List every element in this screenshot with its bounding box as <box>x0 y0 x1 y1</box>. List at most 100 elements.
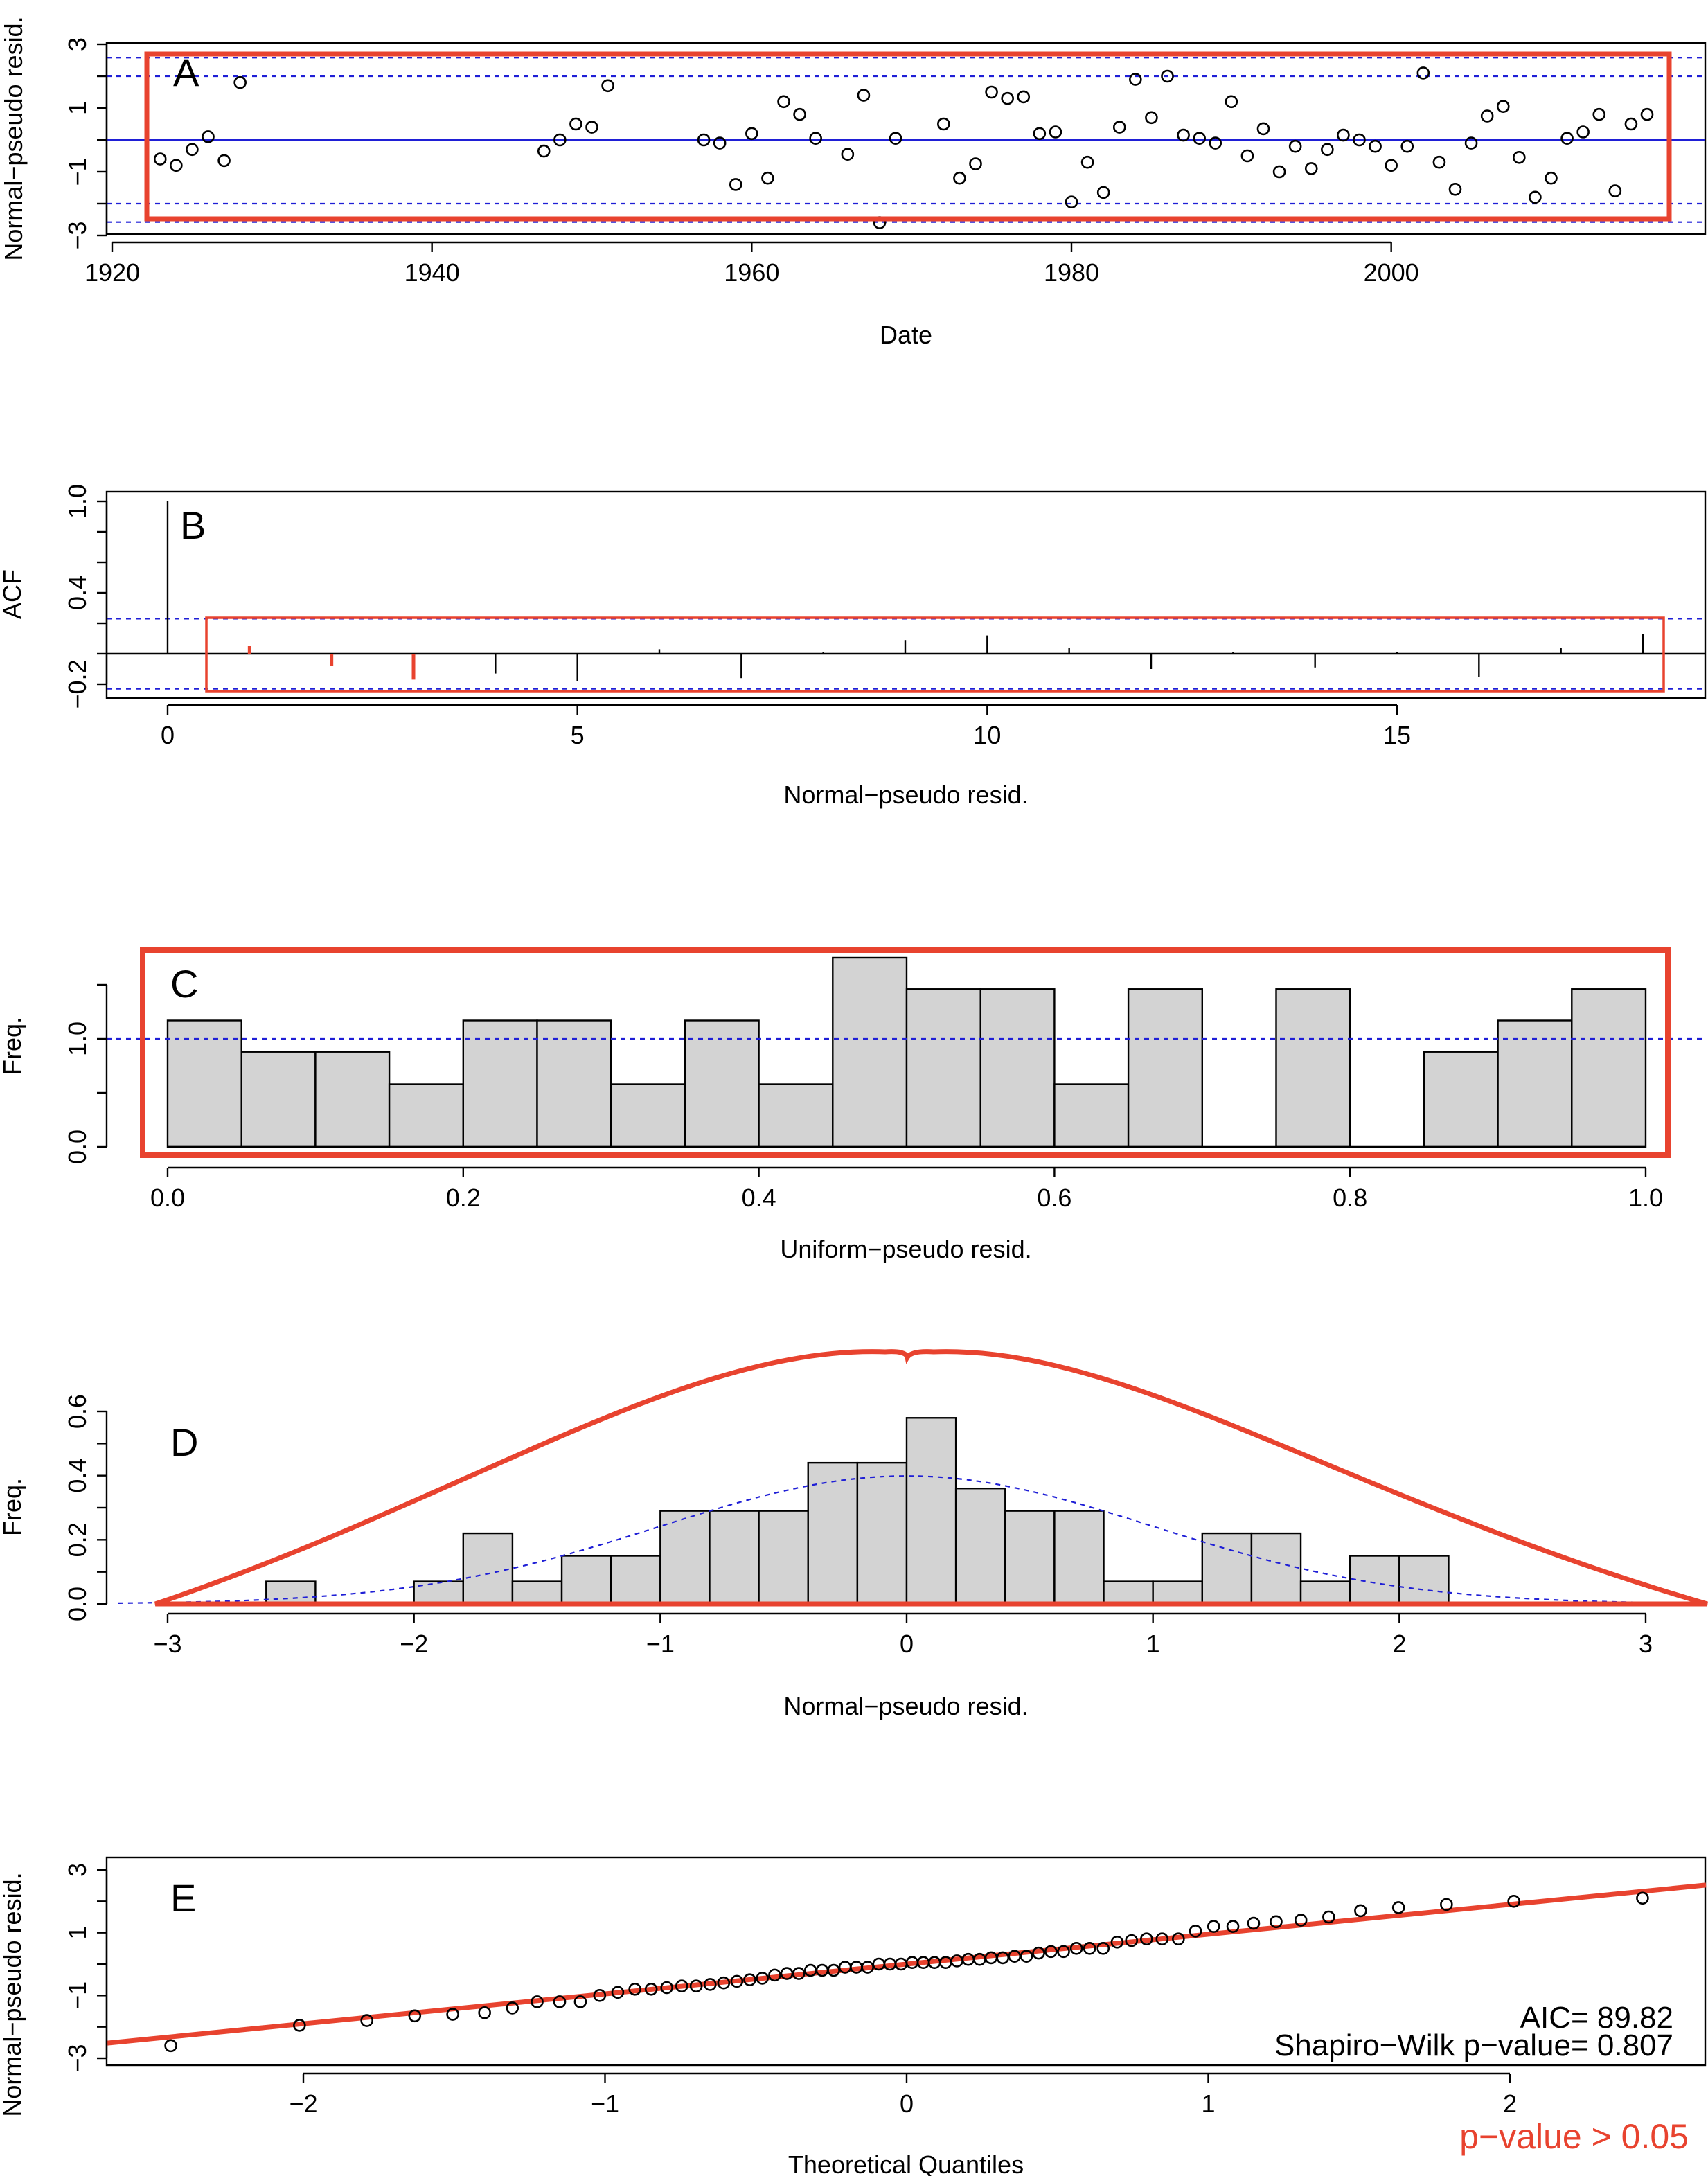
panel-a-point <box>1592 107 1606 121</box>
panel-c-bar <box>758 1083 834 1148</box>
panel-d-y-tick-label: 0.6 <box>63 1394 91 1429</box>
panel-d-histogram <box>265 1417 1450 1605</box>
panel-e-point <box>1020 1950 1033 1963</box>
panel-c-xlabel: Uniform−pseudo resid. <box>780 1235 1031 1263</box>
panel-e-point <box>1391 1901 1405 1914</box>
panel-a-point <box>1416 66 1430 80</box>
panel-c-bar <box>536 1019 612 1148</box>
panel-e-point <box>756 1972 769 1985</box>
panel-a-point <box>1529 190 1542 204</box>
panel-d-density-curve <box>118 1475 1696 1604</box>
panel-a-point <box>1337 128 1350 142</box>
panel-d-bar <box>462 1532 514 1605</box>
panel-b-x-tick-label: 0 <box>161 721 175 749</box>
panel-e-y-tick-label: 3 <box>63 1863 91 1877</box>
panel-a-point <box>729 178 742 191</box>
panel-e-point <box>689 1979 703 1993</box>
panel-c-bar <box>1053 1083 1130 1148</box>
panel-d-y-tick-label: 0.4 <box>63 1459 91 1493</box>
panel-e-point <box>675 1979 688 1993</box>
panel-d-bar <box>1299 1580 1351 1605</box>
panel-c-axes: 0.0 0.2 0.4 0.6 0.8 1.0 0.0 1.0 <box>63 983 1663 1212</box>
panel-b-ylabel: ACF <box>0 569 26 619</box>
panel-e: E −2 −1 0 1 2 −3 −1 1 3 AIC= 89.82 Shapiro−Wilk … <box>0 1856 1707 2176</box>
panel-c-bar <box>314 1051 391 1148</box>
panel-e-shapiro: Shapiro−Wilk p−value= 0.807 <box>1274 2028 1673 2062</box>
panel-c-bar <box>905 988 981 1148</box>
panel-c-highlight-box <box>140 947 1671 1158</box>
panel-b-letter: B <box>180 503 206 547</box>
panel-d-bar <box>856 1461 908 1605</box>
panel-a-x-tick-label: 2000 <box>1364 258 1419 287</box>
panel-a-point <box>1400 139 1414 153</box>
panel-e-y-tick-label: −1 <box>63 1981 91 2010</box>
panel-e-point <box>1636 1891 1649 1905</box>
panel-a-point <box>202 130 215 143</box>
panel-b: B 0 5 10 15−0.20.41.0 Normal−pseudo resid. … <box>0 484 1707 809</box>
panel-a-x-tick-label: 1960 <box>724 258 779 287</box>
panel-a-point <box>553 133 567 147</box>
panel-e-point <box>1155 1932 1169 1946</box>
panel-a-point <box>1065 195 1078 209</box>
panel-d-x-tick-label: 1 <box>1146 1630 1160 1658</box>
panel-e-y-tick-label: 1 <box>63 1926 91 1940</box>
panel-e-point <box>730 1974 744 1988</box>
panel-a-point <box>809 132 822 145</box>
panel-a-point <box>1033 127 1047 141</box>
panel-c-bar <box>832 956 908 1148</box>
panel-d-x-tick-label: −2 <box>400 1630 428 1658</box>
panel-e-point <box>827 1963 840 1977</box>
panel-a-point <box>569 117 582 131</box>
panel-a-point <box>170 159 183 172</box>
panel-d-bar <box>1201 1532 1253 1605</box>
panel-d-x-tick-label: 2 <box>1392 1630 1406 1658</box>
panel-a-point <box>1448 182 1462 196</box>
panel-d-bar <box>560 1555 612 1605</box>
panel-a-point <box>585 121 598 134</box>
panel-d-ylabel: Freq. <box>0 1478 26 1536</box>
panel-a-point <box>889 132 902 145</box>
panel-e-point <box>1140 1932 1153 1946</box>
panel-e-point <box>1226 1920 1240 1933</box>
panel-c-histogram <box>166 956 1647 1148</box>
panel-d-bar <box>1349 1555 1400 1605</box>
panel-e-point <box>164 2039 177 2053</box>
panel-a-point <box>937 117 950 131</box>
panel-d-bar <box>758 1510 809 1605</box>
panel-c-bar <box>684 1019 760 1148</box>
panel-e-point <box>1069 1942 1083 1955</box>
panel-e-points <box>164 1891 1649 2053</box>
panel-a: A 1920 1940 1960 1980 2000 −3 −1 1 3 Date Normal… <box>0 16 1707 349</box>
panel-a-point <box>1353 133 1366 147</box>
panel-d-bar <box>1004 1510 1056 1605</box>
panel-a-point <box>1496 100 1510 113</box>
panel-e-point <box>1125 1934 1139 1947</box>
panel-c-bar <box>610 1083 686 1148</box>
panel-b-xlabel: Normal−pseudo resid. <box>783 781 1028 809</box>
panel-e-point <box>611 1986 625 1999</box>
panel-c-y-tick-label: 1.0 <box>63 1022 91 1056</box>
panel-c: C 0.0 0.2 0.4 0.6 0.8 1.0 0.0 1.0 Uniform−pseud… <box>0 947 1705 1263</box>
panel-e-point <box>660 1981 673 1995</box>
panel-a-point <box>1080 155 1094 169</box>
panel-c-bar <box>462 1019 538 1148</box>
panel-e-point <box>1110 1935 1124 1949</box>
panel-b-y-tick-label: 1.0 <box>63 484 91 519</box>
panel-c-x-tick-label: 0.2 <box>446 1184 481 1212</box>
panel-e-point <box>1083 1942 1096 1955</box>
panel-e-point <box>478 2006 491 2019</box>
panel-d-letter: D <box>170 1420 198 1464</box>
panel-a-y-tick-label: 1 <box>63 101 91 115</box>
panel-a-point <box>1145 111 1158 125</box>
panel-e-point <box>446 2008 459 2021</box>
panel-a-point <box>1576 125 1590 139</box>
panel-a-x-tick-label: 1980 <box>1044 258 1099 287</box>
panel-a-y-tick-label: −3 <box>63 221 91 249</box>
panel-a-point <box>1640 107 1654 121</box>
panel-e-point <box>717 1976 731 1990</box>
panel-e-point <box>743 1973 756 1986</box>
panel-a-point <box>985 85 998 99</box>
panel-d-bar <box>1103 1580 1154 1605</box>
panel-a-point <box>841 148 855 161</box>
